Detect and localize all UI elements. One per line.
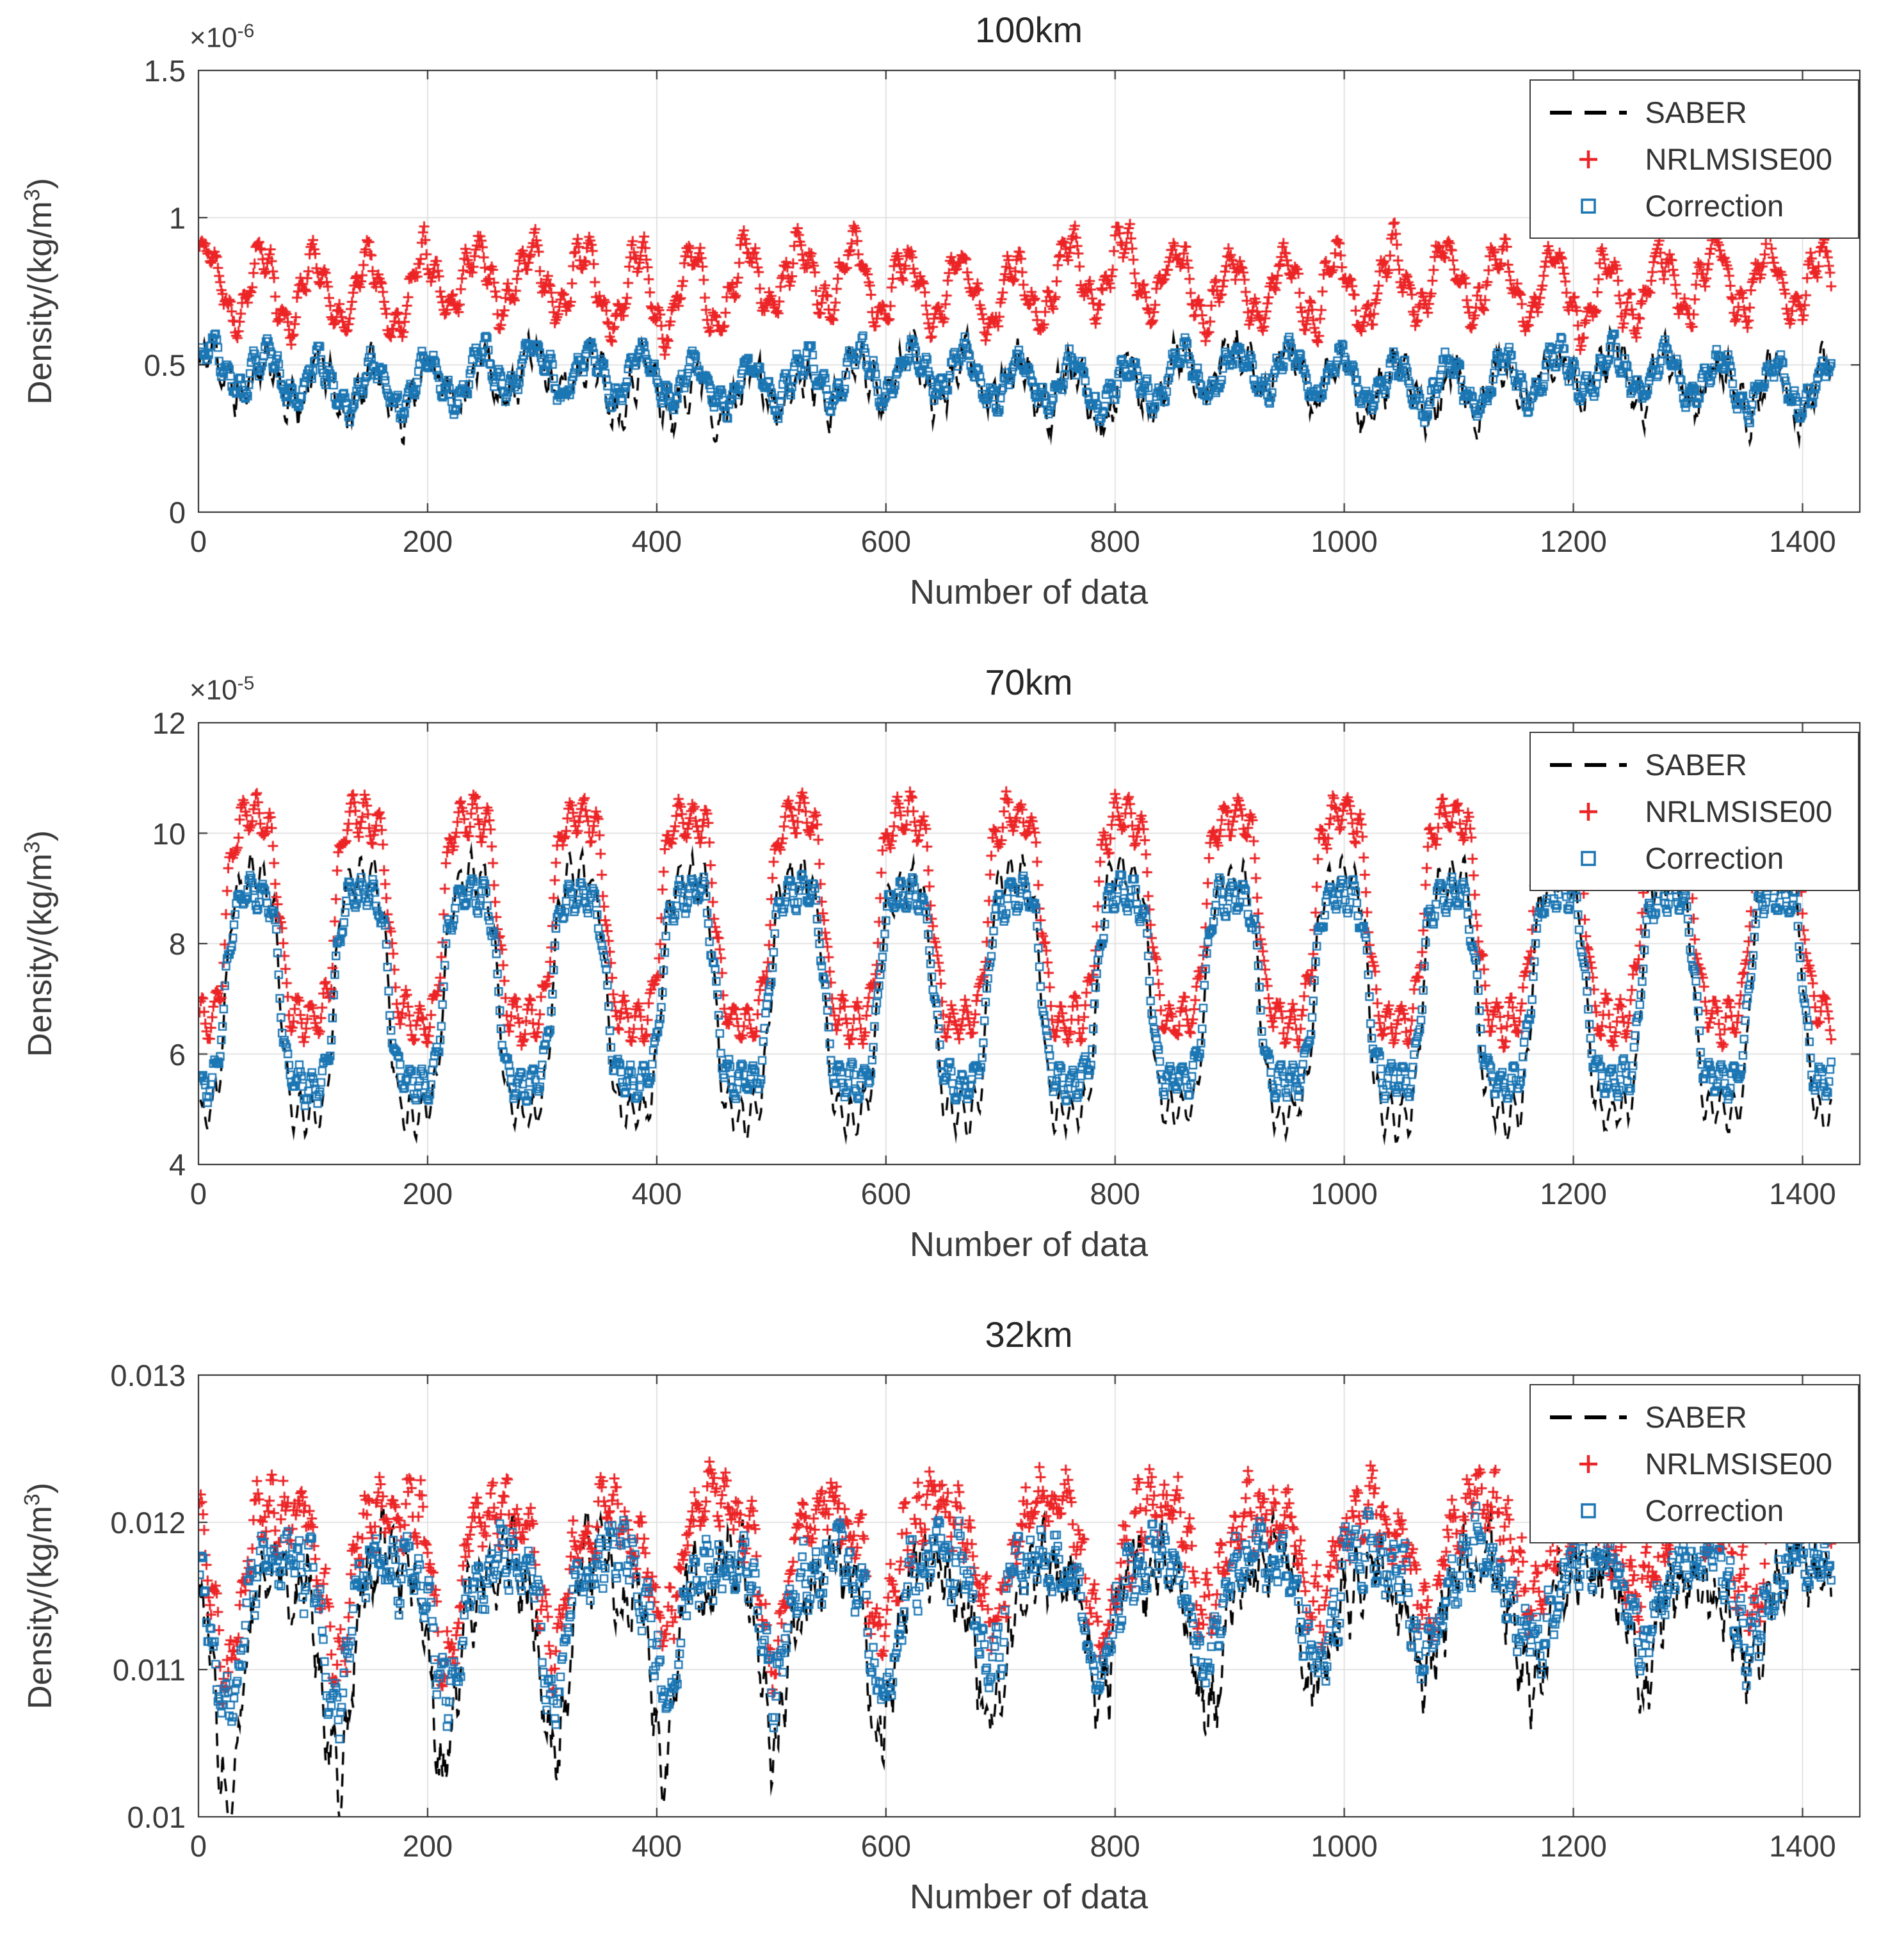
legend-label: Correction <box>1645 1494 1784 1527</box>
legend-label: SABER <box>1645 748 1747 782</box>
y-tick-label: 0.011 <box>112 1653 186 1687</box>
x-tick-label: 1200 <box>1540 1829 1607 1863</box>
x-tick-label: 1400 <box>1769 524 1836 558</box>
subplot-32km: 32km Density/(kg/m3) 0 200 400 600 800 1000 12… <box>0 1305 1904 1957</box>
y-tick-label: 12 <box>152 706 186 740</box>
legend-entry-correction: Correction <box>1546 188 1832 223</box>
x-tick-label: 400 <box>631 1177 682 1211</box>
plus-marker-icon <box>1546 149 1631 170</box>
y-axis-label-sup: 3 <box>20 189 45 202</box>
x-tick-label: 200 <box>402 1829 453 1863</box>
exponent-base: ×10 <box>190 22 238 54</box>
y-axis-label: Density/(kg/m3) <box>20 178 59 405</box>
y-axis-label-text: Density/(kg/m <box>21 1506 59 1710</box>
y-tick-label: 1.5 <box>143 54 186 88</box>
chart-title: 100km <box>974 10 1083 50</box>
square-marker-icon <box>1546 1502 1631 1520</box>
y-axis-exponent-label: ×10-6 <box>190 20 254 54</box>
y-tick-label: 4 <box>168 1148 186 1182</box>
legend-label: SABER <box>1645 1400 1747 1434</box>
x-tick-label: 400 <box>631 524 682 558</box>
y-axis-label-end: ) <box>21 1482 59 1494</box>
y-axis-label-sup: 3 <box>20 841 45 854</box>
x-tick-label: 1400 <box>1769 1177 1836 1211</box>
x-tick-label: 600 <box>860 1829 911 1863</box>
x-tick-label: 600 <box>860 1177 911 1211</box>
x-tick-label: 400 <box>631 1829 682 1863</box>
y-axis-label: Density/(kg/m3) <box>20 1483 59 1709</box>
chart-title: 70km <box>985 662 1073 702</box>
y-tick-label: 0.01 <box>127 1800 186 1834</box>
legend-entry-nrlmsise00: NRLMSISE00 <box>1546 794 1832 829</box>
y-axis-label-text: Density/(kg/m <box>21 201 59 405</box>
legend-entry-saber: SABER <box>1546 1399 1832 1435</box>
x-tick-label: 1200 <box>1540 524 1607 558</box>
x-axis-label: Number of data <box>909 1878 1149 1916</box>
legend-entry-nrlmsise00: NRLMSISE00 <box>1546 1446 1832 1481</box>
saber-dashed-line-icon <box>1546 1413 1631 1421</box>
x-tick-label: 1000 <box>1311 1829 1378 1863</box>
legend: SABER NRLMSISE00 Correction <box>1529 79 1859 239</box>
legend: SABER NRLMSISE00 Correction <box>1529 1384 1859 1543</box>
y-tick-label: 10 <box>152 816 186 851</box>
x-tick-label: 200 <box>402 524 453 558</box>
x-tick-label: 1000 <box>1311 524 1378 558</box>
y-tick-label: 0 <box>168 495 186 529</box>
y-axis-label-end: ) <box>21 830 59 842</box>
y-axis-label: Density/(kg/m3) <box>20 830 59 1057</box>
x-axis-label: Number of data <box>909 573 1149 611</box>
y-axis-label-text: Density/(kg/m <box>21 853 59 1058</box>
legend-label: NRLMSISE00 <box>1645 142 1832 176</box>
legend-entry-saber: SABER <box>1546 95 1832 130</box>
plus-marker-icon <box>1546 1454 1631 1474</box>
exponent-power: -6 <box>237 20 255 42</box>
saber-dashed-line-icon <box>1546 109 1631 117</box>
square-marker-icon <box>1546 197 1631 215</box>
x-tick-label: 0 <box>190 524 207 558</box>
subplot-70km: 70km ×10-5 Density/(kg/m3) 0 200 400 600 800… <box>0 652 1904 1305</box>
legend: SABER NRLMSISE00 Correction <box>1529 732 1859 891</box>
y-axis-label-sup: 3 <box>20 1494 45 1506</box>
x-tick-label: 200 <box>402 1177 453 1211</box>
legend-entry-correction: Correction <box>1546 841 1832 876</box>
square-marker-icon <box>1546 850 1631 867</box>
x-tick-label: 800 <box>1090 1829 1140 1863</box>
legend-label: NRLMSISE00 <box>1645 794 1832 828</box>
x-tick-label: 1400 <box>1769 1829 1836 1863</box>
legend-entry-correction: Correction <box>1546 1493 1832 1528</box>
legend-label: Correction <box>1645 189 1784 223</box>
x-tick-label: 1200 <box>1540 1177 1607 1211</box>
y-tick-label: 1 <box>168 201 186 235</box>
x-tick-label: 800 <box>1090 1177 1140 1211</box>
x-tick-label: 600 <box>860 524 911 558</box>
y-axis-exponent-label: ×10-5 <box>190 673 254 707</box>
plus-marker-icon <box>1546 801 1631 822</box>
y-tick-label: 0.012 <box>110 1506 186 1540</box>
x-tick-label: 1000 <box>1311 1177 1378 1211</box>
legend-entry-nrlmsise00: NRLMSISE00 <box>1546 141 1832 177</box>
chart-title: 32km <box>985 1314 1073 1355</box>
y-axis-label-end: ) <box>21 177 59 189</box>
subplot-100km: 100km ×10-6 Density/(kg/m3) 0 200 400 600 80… <box>0 0 1904 652</box>
legend-label: SABER <box>1645 95 1747 129</box>
y-tick-label: 8 <box>168 927 186 961</box>
exponent-power: -5 <box>237 673 255 694</box>
saber-dashed-line-icon <box>1546 761 1631 769</box>
x-axis-label: Number of data <box>909 1225 1149 1264</box>
x-tick-label: 800 <box>1090 524 1140 558</box>
y-tick-label: 0.5 <box>143 348 186 382</box>
x-tick-label: 0 <box>190 1177 207 1211</box>
x-tick-label: 0 <box>190 1829 207 1863</box>
legend-label: Correction <box>1645 841 1784 875</box>
legend-label: NRLMSISE00 <box>1645 1447 1832 1481</box>
exponent-base: ×10 <box>190 674 238 706</box>
y-tick-label: 6 <box>168 1037 186 1072</box>
legend-entry-saber: SABER <box>1546 747 1832 782</box>
y-tick-label: 0.013 <box>110 1358 186 1392</box>
